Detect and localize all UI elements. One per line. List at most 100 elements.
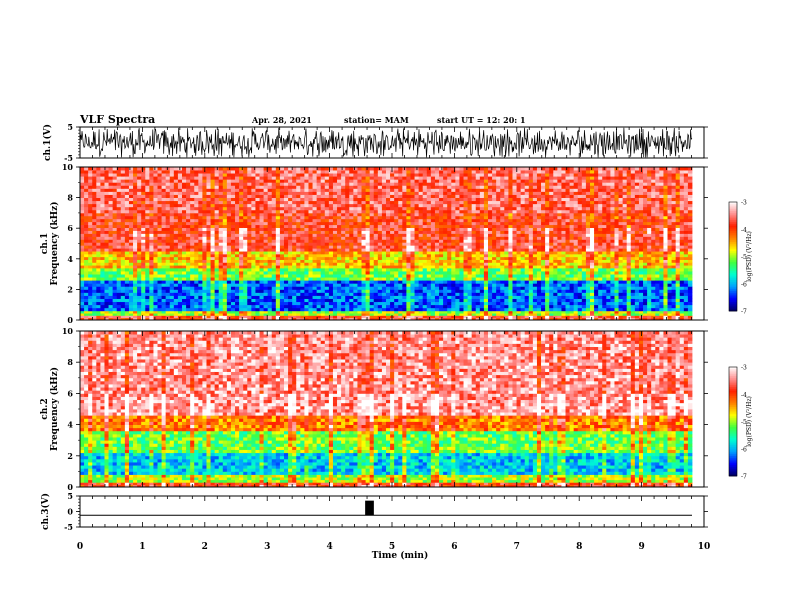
spectrogram-cell (80, 292, 84, 295)
spectrogram-cell (223, 231, 227, 234)
spectrogram-cell (174, 245, 178, 248)
spectrogram-cell (423, 167, 427, 170)
spectrogram-cell (296, 198, 300, 201)
spectrogram-cell (260, 292, 264, 295)
spectrogram-cell (235, 289, 239, 292)
spectrogram-cell (455, 248, 459, 251)
spectrogram-cell (276, 268, 280, 271)
spectrogram-cell (390, 210, 394, 213)
ch1-trace (80, 128, 692, 158)
spectrogram-cell (284, 248, 288, 251)
spectrogram-cell (239, 257, 243, 260)
spectrogram-cell (406, 283, 410, 286)
spectrogram-cell (206, 292, 210, 295)
spectrogram-cell (284, 228, 288, 231)
spectrogram-cell (308, 182, 312, 185)
spectrogram-cell (235, 185, 239, 188)
spectrogram-cell (304, 228, 308, 231)
spectrogram-cell (296, 268, 300, 271)
spectrogram-cell (300, 198, 304, 201)
spectrogram-cell (239, 225, 243, 228)
spectrogram-cell (186, 299, 190, 302)
spectrogram-cell (402, 234, 406, 237)
spectrogram-cell (194, 213, 198, 216)
spectrogram-cell (141, 222, 145, 225)
spectrogram-cell (206, 311, 210, 314)
spectrogram-cell (158, 280, 162, 283)
spectrogram-cell (223, 265, 227, 268)
spectrogram-cell (406, 311, 410, 314)
spectrogram-cell (243, 225, 247, 228)
spectrogram-cell (410, 195, 414, 198)
spectrogram-cell (235, 260, 239, 263)
spectrogram-cell (121, 182, 125, 185)
spectrogram-cell (304, 173, 308, 176)
spectrogram-cell (337, 228, 341, 231)
spectrogram-cell (158, 289, 162, 292)
spectrogram-cell (308, 302, 312, 305)
spectrogram-cell (325, 198, 329, 201)
spectrogram-cell (129, 222, 133, 225)
spectrogram-cell (166, 302, 170, 305)
spectrogram-cell (406, 216, 410, 219)
spectrogram-cell (149, 286, 153, 289)
spectrogram-cell (292, 176, 296, 179)
spectrogram-cell (235, 222, 239, 225)
spectrogram-cell (178, 188, 182, 191)
spectrogram-cell (268, 271, 272, 274)
spectrogram-cell (227, 222, 231, 225)
spectrogram-cell (215, 204, 219, 207)
spectrogram-cell (178, 236, 182, 239)
spectrogram-cell (153, 173, 157, 176)
spectrogram-cells (80, 167, 692, 320)
spectrogram-cell (459, 234, 463, 237)
spectrogram-cell (141, 305, 145, 308)
spectrogram-cell (333, 204, 337, 207)
spectrogram-cell (410, 292, 414, 295)
spectrogram-cell (370, 274, 374, 277)
spectrogram-cell (313, 191, 317, 194)
spectrogram-cell (145, 234, 149, 237)
spectrogram-cell (239, 185, 243, 188)
spectrogram-cell (133, 302, 137, 305)
spectrogram-cell (280, 179, 284, 182)
spectrogram-cell (431, 254, 435, 257)
spectrogram-cell (362, 170, 366, 173)
spectrogram-cell (231, 228, 235, 231)
spectrogram-cell (349, 207, 353, 210)
spectrogram-cell (109, 296, 113, 299)
spectrogram-cell (402, 182, 406, 185)
spectrogram-cell (215, 191, 219, 194)
spectrogram-cell (141, 182, 145, 185)
spectrogram-cell (264, 271, 268, 274)
spectrogram-cell (447, 228, 451, 231)
spectrogram-cell (349, 289, 353, 292)
spectrogram-cell (341, 280, 345, 283)
spectrogram-cell (198, 302, 202, 305)
spectrogram-cell (386, 245, 390, 248)
spectrogram-cell (313, 236, 317, 239)
spectrogram-cell (113, 228, 117, 231)
spectrogram-cell (260, 254, 264, 257)
spectrogram-cell (247, 204, 251, 207)
spectrogram-cell (337, 311, 341, 314)
spectrogram-cell (80, 179, 84, 182)
spectrogram-cell (215, 260, 219, 263)
spectrogram-cell (260, 274, 264, 277)
spectrogram-cell (398, 191, 402, 194)
spectrogram-cell (88, 216, 92, 219)
spectrogram-cell (149, 198, 153, 201)
spectrogram-cell (341, 201, 345, 204)
spectrogram-cell (390, 257, 394, 260)
spectrogram-cell (370, 231, 374, 234)
spectrogram-cell (443, 268, 447, 271)
spectrogram-cell (317, 313, 321, 316)
spectrogram-cell (337, 236, 341, 239)
spectrogram-cell (88, 311, 92, 314)
spectrogram-cell (341, 225, 345, 228)
spectrogram-cell (374, 176, 378, 179)
spectrogram-cell (194, 173, 198, 176)
spectrogram-cell (296, 191, 300, 194)
spectrogram-cell (145, 245, 149, 248)
spectrogram-cell (182, 268, 186, 271)
